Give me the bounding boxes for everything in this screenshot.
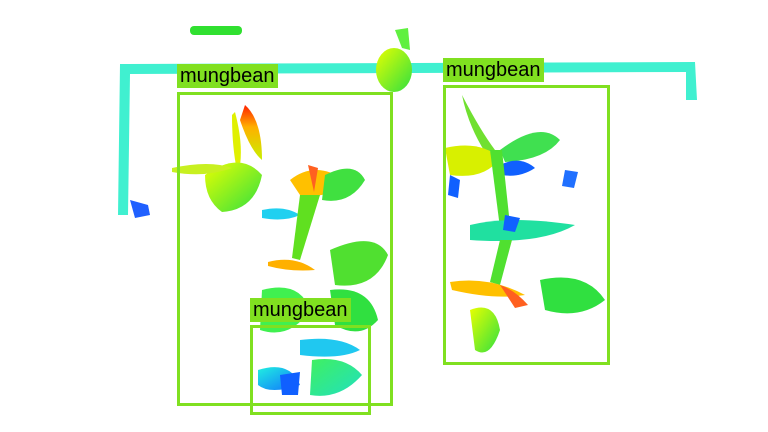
stake-top [376,28,412,92]
detection-box-1 [177,92,393,406]
detection-box-2 [443,85,610,365]
detection-label-3: mungbean [250,298,351,322]
detection-label-1: mungbean [177,64,278,88]
tray-rim [118,26,697,215]
detection-box-3 [250,325,371,415]
right-plant [445,95,605,353]
detection-label-2: mungbean [443,58,544,82]
